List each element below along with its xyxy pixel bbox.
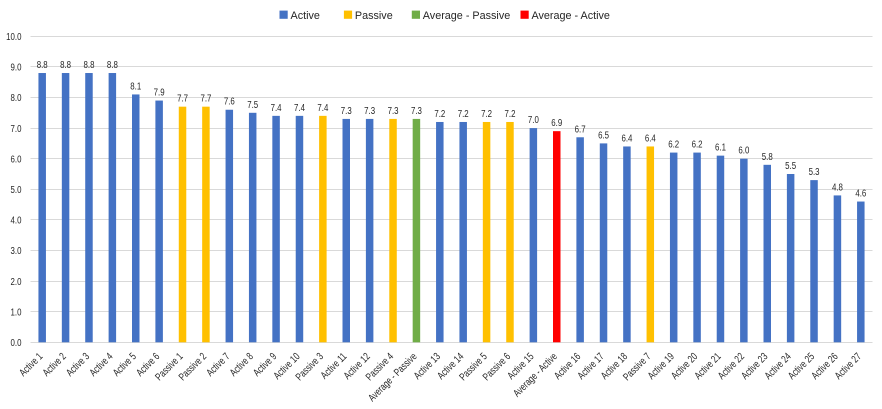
svg-text:4.8: 4.8	[832, 181, 843, 192]
svg-text:6.5: 6.5	[598, 129, 609, 140]
svg-text:6.2: 6.2	[692, 139, 703, 150]
svg-text:7.6: 7.6	[224, 96, 235, 107]
svg-text:7.0: 7.0	[528, 114, 539, 125]
svg-text:5.0: 5.0	[11, 184, 22, 195]
svg-text:9.0: 9.0	[11, 62, 22, 73]
svg-text:7.5: 7.5	[247, 99, 258, 110]
svg-text:5.8: 5.8	[762, 151, 773, 162]
svg-text:7.3: 7.3	[388, 105, 399, 116]
svg-text:7.4: 7.4	[317, 102, 328, 113]
svg-text:Average - Passive: Average - Passive	[423, 10, 510, 22]
svg-text:2.0: 2.0	[11, 276, 22, 287]
svg-text:7.3: 7.3	[411, 105, 422, 116]
svg-text:7.3: 7.3	[364, 105, 375, 116]
svg-text:4.6: 4.6	[855, 187, 866, 198]
svg-text:7.2: 7.2	[505, 108, 516, 119]
svg-text:6.1: 6.1	[715, 142, 726, 153]
svg-text:0.0: 0.0	[11, 337, 22, 348]
svg-text:Passive: Passive	[355, 10, 393, 22]
svg-text:5.3: 5.3	[809, 166, 820, 177]
svg-text:4.0: 4.0	[11, 215, 22, 226]
svg-text:6.7: 6.7	[575, 123, 586, 134]
svg-text:7.9: 7.9	[154, 87, 165, 98]
svg-text:8.0: 8.0	[11, 92, 22, 103]
svg-text:7.0: 7.0	[11, 123, 22, 134]
svg-text:8.8: 8.8	[84, 59, 95, 70]
svg-text:6.0: 6.0	[738, 145, 749, 156]
svg-text:1.0: 1.0	[11, 306, 22, 317]
svg-text:6.2: 6.2	[668, 139, 679, 150]
svg-text:10.0: 10.0	[6, 31, 21, 42]
svg-text:7.2: 7.2	[481, 108, 492, 119]
svg-text:6.0: 6.0	[11, 153, 22, 164]
svg-text:5.5: 5.5	[785, 160, 796, 171]
svg-text:Average - Active: Average - Active	[532, 10, 610, 22]
svg-text:7.2: 7.2	[434, 108, 445, 119]
svg-text:7.7: 7.7	[177, 93, 188, 104]
svg-text:7.4: 7.4	[271, 102, 282, 113]
svg-text:3.0: 3.0	[11, 245, 22, 256]
svg-text:Active: Active	[291, 10, 320, 22]
svg-text:7.4: 7.4	[294, 102, 305, 113]
svg-text:7.3: 7.3	[341, 105, 352, 116]
svg-text:8.8: 8.8	[107, 59, 118, 70]
svg-text:8.8: 8.8	[60, 59, 71, 70]
svg-text:8.8: 8.8	[37, 59, 48, 70]
svg-text:6.9: 6.9	[551, 117, 562, 128]
svg-text:6.4: 6.4	[645, 132, 656, 143]
svg-text:7.2: 7.2	[458, 108, 469, 119]
svg-text:7.7: 7.7	[200, 93, 211, 104]
svg-text:6.4: 6.4	[621, 132, 632, 143]
svg-text:8.1: 8.1	[130, 80, 141, 91]
